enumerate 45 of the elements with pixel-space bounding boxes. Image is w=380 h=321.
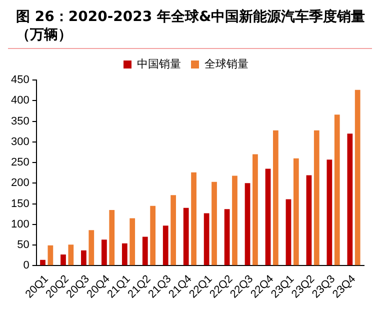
bar [102,240,107,266]
bar [68,244,74,266]
y-tick-label: 350 [10,115,30,128]
bar [265,168,271,266]
bar [60,254,66,266]
bar [122,243,128,266]
bar [224,209,230,266]
bar [170,195,176,266]
bar [334,114,340,266]
legend-label: 全球销量 [204,57,248,70]
y-tick-label: 150 [10,198,30,210]
bar [48,245,54,266]
legend-label: 中国销量 [137,57,181,70]
bar [130,218,136,266]
y-tick-label: 50 [17,239,30,252]
y-tick-label: 100 [10,218,30,230]
bar [162,226,168,266]
y-tick-label: 250 [10,156,30,169]
bar [142,236,148,266]
y-tick-label: 400 [10,94,30,107]
bar [326,160,332,266]
bar [252,154,258,266]
bar [204,213,210,266]
bar [212,182,217,266]
bar [191,172,196,266]
bar [354,90,360,266]
bar [183,208,189,266]
bar [40,260,46,266]
bar [347,134,353,266]
bar [273,130,278,266]
bar [293,158,299,266]
bar [314,130,320,266]
y-tick-label: 200 [10,177,30,190]
bar [286,199,292,266]
bar [244,183,250,266]
bar [150,206,156,266]
bar [232,176,238,266]
bar [81,250,86,266]
y-tick-label: 450 [10,74,30,86]
bar [109,210,115,266]
chart-title: 图 26：2020-2023 年全球&中国新能源汽车季度销量（万辆） [8,8,372,49]
bar [306,175,312,266]
y-tick-label: 0 [23,260,30,272]
bar [88,230,94,266]
y-tick-label: 300 [10,136,30,148]
